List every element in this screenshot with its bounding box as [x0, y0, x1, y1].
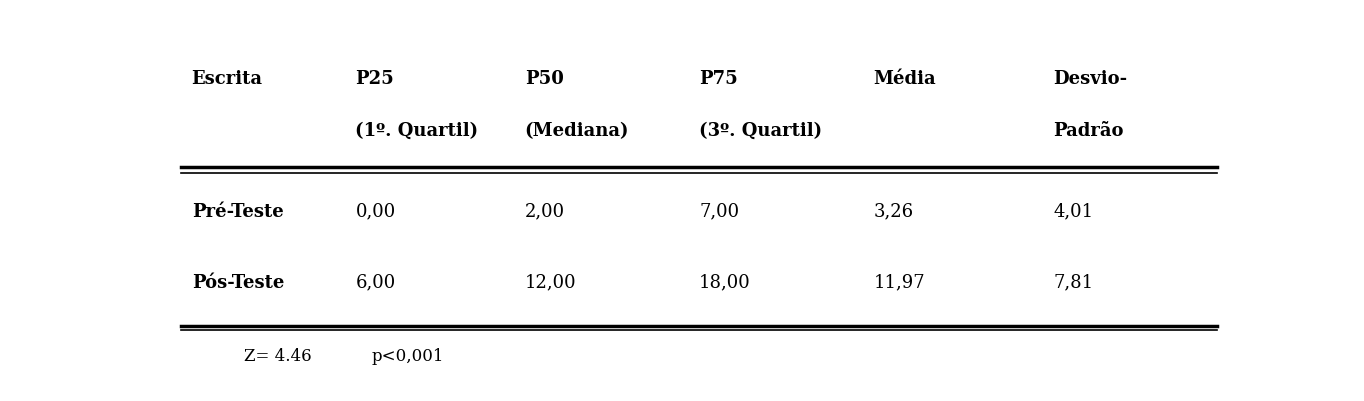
- Text: P50: P50: [525, 70, 563, 88]
- Text: Desvio-: Desvio-: [1053, 70, 1127, 88]
- Text: (1º. Quartil): (1º. Quartil): [356, 122, 479, 140]
- Text: P25: P25: [356, 70, 394, 88]
- Text: 2,00: 2,00: [525, 203, 565, 221]
- Text: Média: Média: [873, 70, 936, 88]
- Text: 4,01: 4,01: [1053, 203, 1094, 221]
- Text: 18,00: 18,00: [700, 273, 750, 292]
- Text: Padrão: Padrão: [1053, 122, 1124, 140]
- Text: 11,97: 11,97: [873, 273, 925, 292]
- Text: 0,00: 0,00: [356, 203, 396, 221]
- Text: (Mediana): (Mediana): [525, 122, 629, 140]
- Text: 7,81: 7,81: [1053, 273, 1094, 292]
- Text: Z= 4.46: Z= 4.46: [244, 348, 312, 365]
- Text: 6,00: 6,00: [356, 273, 396, 292]
- Text: 7,00: 7,00: [700, 203, 739, 221]
- Text: 3,26: 3,26: [873, 203, 914, 221]
- Text: P75: P75: [700, 70, 738, 88]
- Text: Pré-Teste: Pré-Teste: [191, 203, 284, 221]
- Text: Pós-Teste: Pós-Teste: [191, 273, 284, 292]
- Text: p<0,001: p<0,001: [371, 348, 443, 365]
- Text: (3º. Quartil): (3º. Quartil): [700, 122, 822, 140]
- Text: Escrita: Escrita: [191, 70, 263, 88]
- Text: 12,00: 12,00: [525, 273, 576, 292]
